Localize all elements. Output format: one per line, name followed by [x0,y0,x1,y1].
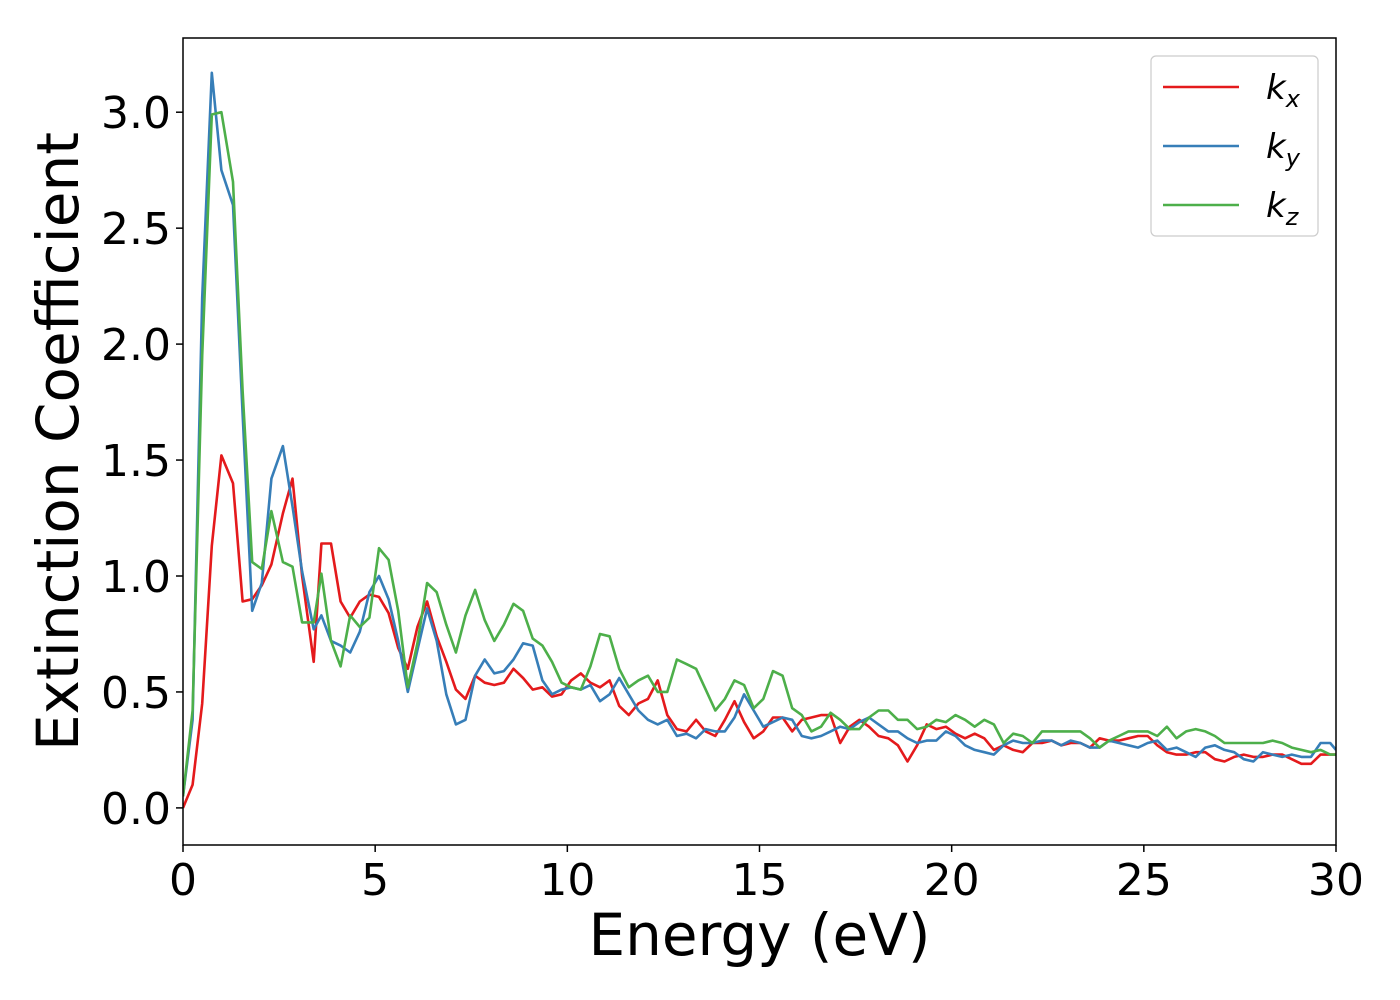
x-tick-label: 30 [1308,855,1364,906]
x-tick-label: 5 [361,855,389,906]
x-axis-title: Energy (eV) [588,901,930,969]
x-tick-label: 10 [539,855,595,906]
y-axis-title: Extinction Coefficient [24,132,92,751]
x-tick-label: 0 [169,855,197,906]
series-line-ky [183,71,1336,797]
x-tick-label: 15 [732,855,788,906]
y-tick-label: 2.0 [101,320,171,371]
series-line-kz [183,110,1336,797]
y-tick-label: 0.5 [101,668,171,719]
x-tick-label: 20 [924,855,980,906]
y-tick-label: 3.0 [101,88,171,139]
y-tick-label: 0.0 [101,784,171,835]
legend: kx ky kz [1150,55,1319,237]
x-tick-label: 25 [1116,855,1172,906]
legend-label-kz: kz [1266,186,1300,231]
series-line-kx [183,454,1336,809]
legend-label-kx: kx [1266,68,1301,113]
y-tick-label: 1.0 [101,552,171,603]
legend-label-ky: ky [1266,127,1301,172]
y-tick-label: 2.5 [101,204,171,255]
y-tick-label: 1.5 [101,436,171,487]
